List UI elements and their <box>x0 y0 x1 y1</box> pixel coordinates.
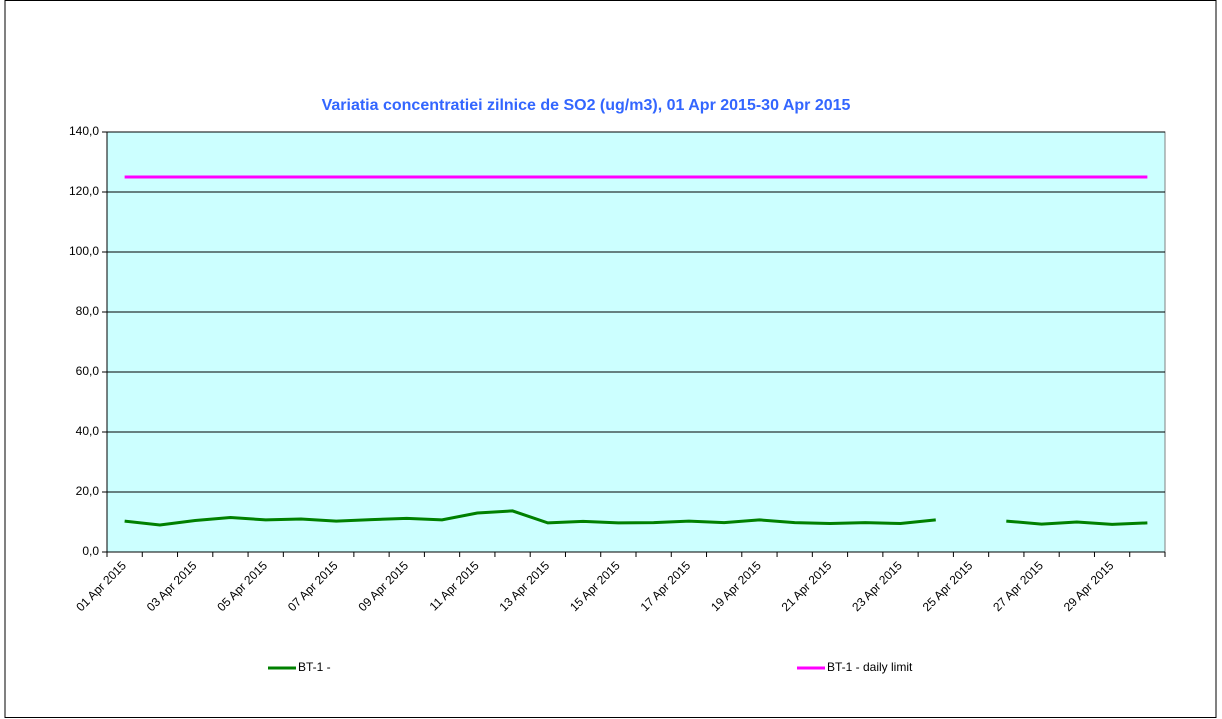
y-tick-label: 40,0 <box>76 424 100 438</box>
y-tick-label: 60,0 <box>76 364 100 378</box>
plot-area <box>106 131 1166 553</box>
legend-label: BT-1 - daily limit <box>827 660 913 674</box>
legend-label: BT-1 - <box>298 660 331 674</box>
y-tick-label: 100,0 <box>69 244 99 258</box>
y-tick-label: 20,0 <box>76 484 100 498</box>
y-tick-label: 140,0 <box>69 124 99 138</box>
y-tick-label: 0,0 <box>82 544 99 558</box>
chart-title: Variatia concentratiei zilnice de SO2 (u… <box>322 97 851 114</box>
y-tick-label: 80,0 <box>76 304 100 318</box>
series-line <box>124 509 1148 527</box>
y-tick-label: 120,0 <box>69 184 99 198</box>
